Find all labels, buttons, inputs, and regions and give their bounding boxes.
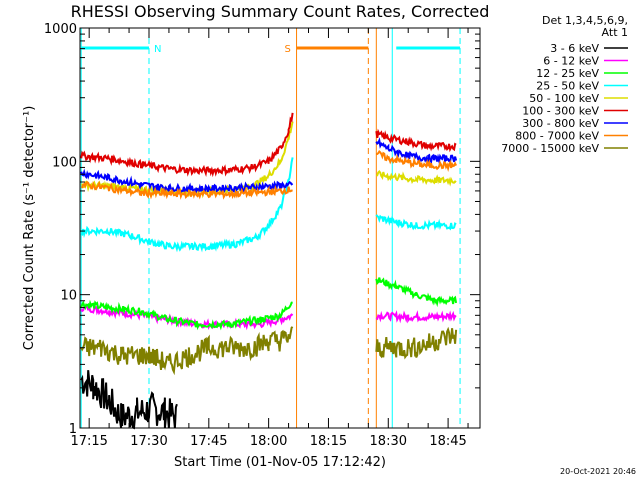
plot-frame [79,27,481,429]
x-tick-label: 17:30 [130,434,167,449]
series-line-100-300-kev [80,112,457,178]
flag-label: S [285,44,291,55]
y-axis: 1 10 100 1000 [44,22,480,437]
y-tick-label: 1000 [44,22,77,37]
timestamp: 20-Oct-2021 20:46 [560,467,636,476]
flag-label: N [154,44,161,55]
y-tick-label: 10 [60,289,77,304]
legend-entry: 50 - 100 keV [529,92,599,105]
legend-entry: 3 - 6 keV [550,42,599,55]
legend-entry: 100 - 300 keV [522,105,599,118]
x-tick-label: 17:15 [70,434,107,449]
legend-header: Det 1,3,4,5,6,9, [542,14,628,27]
x-axis: 17:15 17:30 17:45 18:00 18:15 18:30 18:45 [70,28,469,449]
legend-entry: 12 - 25 keV [536,67,599,80]
legend-entry: 6 - 12 keV [543,55,599,68]
legend-entry: 7000 - 15000 keV [501,142,599,155]
y-tick-label: 1 [69,422,77,437]
x-tick-label: 17:45 [190,434,227,449]
x-tick-label: 18:00 [250,434,287,449]
legend-entry: 300 - 800 keV [522,117,599,130]
series-line-12-25-kev [80,277,458,331]
series-line-7000-15000-kev [80,326,458,376]
series-layer [80,112,458,430]
x-tick-label: 18:45 [429,434,466,449]
series-line-3-6-kev [80,370,178,430]
x-axis-label: Start Time (01-Nov-05 17:12:42) [174,455,386,470]
legend-header: Att 1 [602,26,628,39]
series-line-25-50-kev [80,157,457,253]
series-line-800-7000-kev [81,149,458,200]
y-axis-label: Corrected Count Rate (s⁻¹ detector⁻¹) [22,106,37,351]
x-tick-label: 18:30 [370,434,407,449]
legend-entry: 25 - 50 keV [536,80,599,93]
y-tick-label: 100 [52,155,77,170]
chart-title: RHESSI Observing Summary Count Rates, Co… [71,2,490,21]
legend-entry: 800 - 7000 keV [515,130,599,143]
x-tick-label: 18:15 [310,434,347,449]
